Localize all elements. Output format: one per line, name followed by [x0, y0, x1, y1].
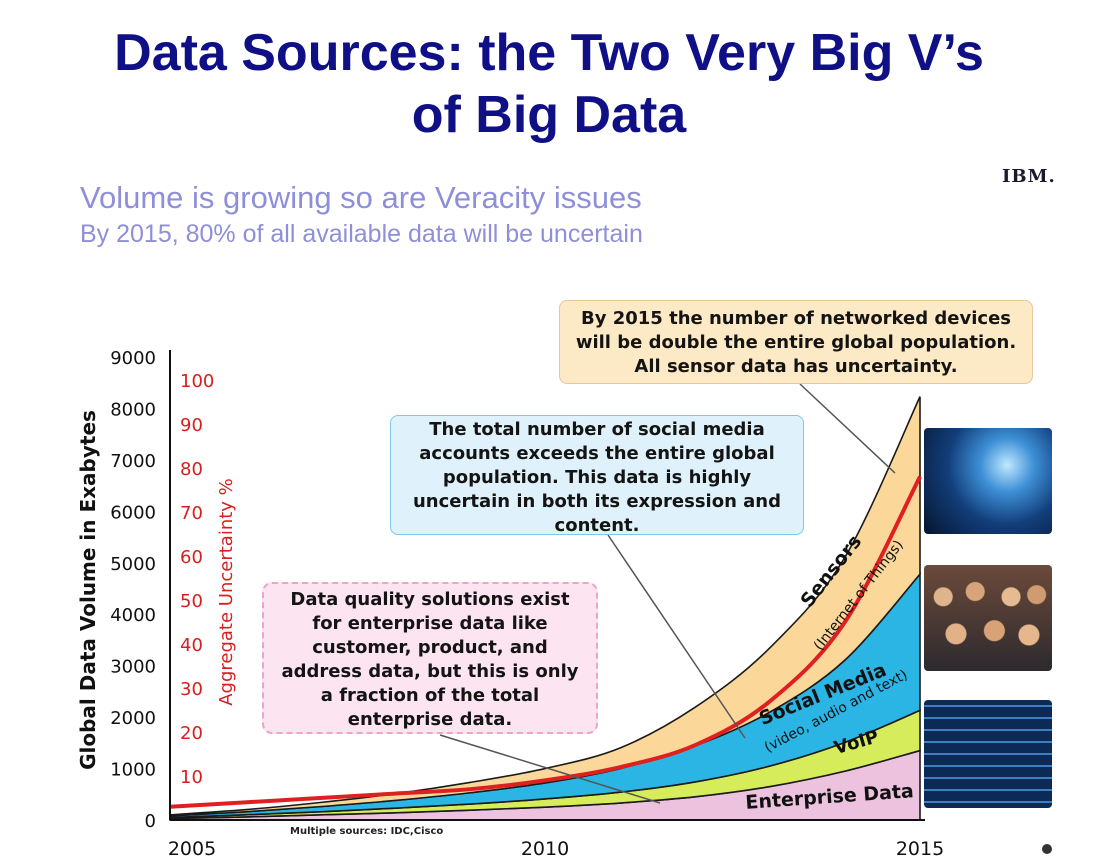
y2-tick-label: 80: [180, 459, 203, 480]
x-tick-label: 2005: [168, 838, 216, 860]
y-tick-label: 1000: [110, 760, 156, 781]
y2-tick-label: 40: [180, 635, 203, 656]
network-globe-image: [924, 428, 1052, 534]
y-tick-label: 6000: [110, 502, 156, 523]
source-note: Multiple sources: IDC,Cisco: [290, 826, 443, 837]
y2-tick-label: 30: [180, 679, 203, 700]
ibm-logo: IBM.: [1002, 166, 1056, 187]
pointer-enterprise: [439, 734, 661, 804]
y2-tick-label: 50: [180, 591, 203, 612]
y2-tick-label: 60: [180, 547, 203, 568]
y2-axis-label: Aggregate Uncertainty %: [216, 478, 237, 706]
data-screen-image: [924, 700, 1052, 808]
slide-marker-dot: [1042, 844, 1052, 854]
pointer-sensors: [799, 383, 896, 474]
x-tick-label: 2010: [521, 838, 569, 860]
subtitle-line-1: Volume is growing so are Veracity issues: [80, 180, 642, 215]
y2-tick-label: 100: [180, 371, 214, 392]
title-line-2: of Big Data: [411, 86, 687, 144]
callout-social-media: The total number of social media account…: [390, 415, 804, 536]
y-tick-label: 0: [145, 811, 156, 832]
crowd-image: [924, 565, 1052, 671]
slide-title: Data Sources: the Two Very Big V’s of Bi…: [0, 22, 1098, 146]
y-axis-label: Global Data Volume in Exabytes: [76, 410, 100, 770]
pointer-social-media: [607, 534, 746, 739]
callout-sensors: By 2015 the number of networked devices …: [559, 300, 1033, 384]
y-tick-label: 4000: [110, 605, 156, 626]
y2-tick-label: 20: [180, 723, 203, 744]
callout-enterprise: Data quality solutions exist for enterpr…: [262, 582, 598, 734]
x-tick-label: 2015: [896, 838, 944, 860]
y-tick-label: 9000: [110, 348, 156, 369]
y-tick-label: 8000: [110, 399, 156, 420]
y-tick-label: 2000: [110, 708, 156, 729]
y-tick-label: 3000: [110, 657, 156, 678]
y2-tick-label: 90: [180, 415, 203, 436]
uncertainty-line: [169, 475, 922, 809]
y-tick-label: 7000: [110, 451, 156, 472]
subtitle-line-2: By 2015, 80% of all available data will …: [80, 220, 643, 248]
title-line-1: Data Sources: the Two Very Big V’s: [114, 24, 984, 82]
y2-tick-label: 70: [180, 503, 203, 524]
area-sensors: [169, 396, 921, 817]
y-tick-label: 5000: [110, 554, 156, 575]
y2-tick-label: 10: [180, 767, 203, 788]
